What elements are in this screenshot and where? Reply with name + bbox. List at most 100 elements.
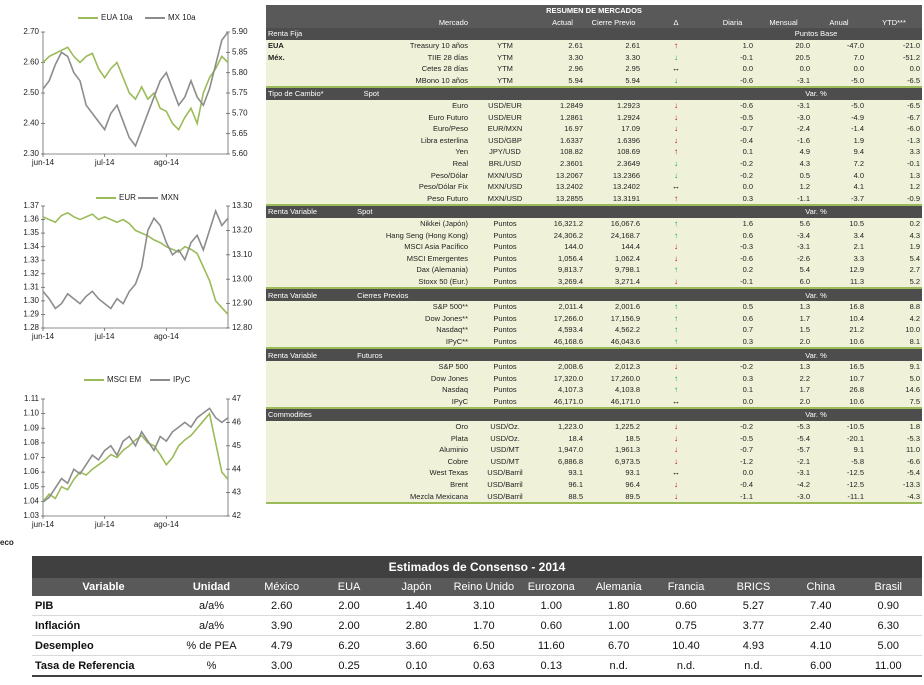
cell: Cetes 28 días	[300, 62, 470, 75]
cell: MXN/USD	[470, 180, 540, 193]
change-arrow: ↓	[642, 443, 710, 456]
legend-label: MXN	[161, 193, 179, 202]
cell: 4.1	[812, 180, 866, 193]
cell: 10.0	[866, 324, 922, 336]
consensus-row: PIB a/a% 2.60 2.00 1.40 3.10 1.00 1.80 0.60 5.27 7…	[32, 596, 922, 616]
region-blank	[266, 384, 300, 396]
cell: S&P 500**	[300, 300, 470, 313]
cell: 1.2923	[585, 99, 642, 112]
cell: 10.6	[812, 335, 866, 350]
change-arrow: ↑	[642, 39, 710, 52]
market-row: MSCI Asia Pacífico Puntos 144.0 144.4 ↓ -0.3-…	[266, 240, 922, 253]
y2-tick-label: 45	[232, 441, 241, 450]
cell: 0.1	[710, 146, 755, 158]
column-header: China	[787, 578, 855, 596]
cell: Brent	[300, 478, 470, 491]
cell: -3.7	[812, 192, 866, 207]
consensus-table: Estimados de Consenso - 2014 Variable Unid…	[32, 556, 922, 677]
cell: 3.77	[719, 615, 788, 636]
cell: Puntos	[470, 264, 540, 276]
column-header: Cierre Previo	[585, 16, 642, 29]
cell: 6,973.5	[585, 455, 642, 468]
section-unit: Var. %	[710, 205, 922, 218]
legend-label: MSCI EM	[107, 375, 142, 384]
cell: -0.1	[710, 275, 755, 290]
region-blank	[266, 420, 300, 433]
cell: 6.30	[854, 615, 922, 636]
x-tick-label: jul-14	[94, 520, 115, 529]
change-arrow: ↑	[642, 335, 710, 350]
cell: 93.1	[585, 467, 642, 479]
y-tick-label: 1.03	[23, 511, 39, 520]
cell: Yen	[300, 146, 470, 158]
cell: 13.2855	[540, 192, 585, 207]
cell: 93.1	[540, 467, 585, 479]
change-arrow: ↔	[642, 395, 710, 410]
cell: TIIE 28 días	[300, 51, 470, 63]
x-tick-label: jul-14	[94, 158, 115, 167]
cell: 2,011.4	[540, 300, 585, 313]
cell: -51.2	[866, 51, 922, 63]
cell: 20.0	[755, 39, 812, 52]
y-tick-label: 2.60	[23, 58, 39, 67]
y2-tick-label: 12.80	[232, 323, 253, 332]
section-title-cell: Commodities	[266, 408, 710, 421]
cell: 0.75	[652, 615, 720, 636]
cell: 1,961.3	[585, 443, 642, 456]
cell: Puntos	[470, 240, 540, 253]
cell: 7.2	[812, 157, 866, 170]
section-title: Renta Fija	[268, 29, 303, 39]
cell: -1.4	[812, 122, 866, 135]
section-title-cell: Renta Variable Futuros	[266, 348, 710, 361]
y2-tick-label: 13.00	[232, 274, 253, 283]
cell: 16,067.6	[585, 217, 642, 230]
cell: 6.0	[755, 275, 812, 290]
region-blank	[266, 324, 300, 336]
cell: 0.90	[854, 596, 922, 616]
column-header: EUA	[315, 578, 383, 596]
y-tick-label: 1.08	[23, 438, 39, 447]
cell: USD/Barril	[470, 490, 540, 504]
cell: 0.1	[710, 384, 755, 396]
x-tick-label: ago-14	[154, 520, 179, 529]
change-arrow: ↑	[642, 300, 710, 313]
market-row: Dow Jones Puntos 17,320.0 17,260.0 ↑ 0.3 2.2 10…	[266, 372, 922, 384]
cell: Real	[300, 157, 470, 170]
cell: 0.3	[710, 192, 755, 207]
cell: 11.0	[866, 443, 922, 456]
cell: EUR/MXN	[470, 122, 540, 135]
section-title-cell: Renta Variable Cierres Previos	[266, 288, 710, 301]
cell: 1.6	[710, 217, 755, 230]
cell: -0.4	[710, 134, 755, 147]
cell: 7.0	[812, 51, 866, 63]
y-tick-label: 1.05	[23, 482, 39, 491]
series-line	[42, 46, 229, 131]
cell: a/a%	[175, 615, 248, 636]
section-unit: Puntos Base	[710, 28, 922, 40]
section-header: Commodities Var. %	[266, 408, 922, 421]
section-title: Tipo de Cambio*	[268, 89, 324, 99]
cell: Libra esterlina	[300, 134, 470, 147]
change-arrow: ↓	[642, 420, 710, 433]
cell: 4.2	[866, 312, 922, 325]
cell: -0.1	[710, 51, 755, 63]
cell: -4.2	[755, 478, 812, 491]
cell: 9.1	[866, 360, 922, 373]
cell: -0.2	[710, 169, 755, 181]
y2-tick-label: 47	[232, 394, 241, 403]
section-title: Renta Variable	[268, 207, 318, 217]
market-row: IPyC Puntos 46,171.0 46,171.0 ↔ 0.0 2.0 10.6 7.5	[266, 395, 922, 410]
series-line	[42, 31, 229, 148]
header-row: Variable Unidad México EUA Japón Reino Unido E…	[32, 578, 922, 596]
cell: 13.2366	[585, 169, 642, 181]
cell: 12.9	[812, 264, 866, 276]
region-blank	[266, 478, 300, 491]
cell: 2.2	[755, 372, 812, 384]
section-header: Renta Variable Spot Var. %	[266, 205, 922, 218]
table-title: RESUMEN DE MERCADOS	[266, 5, 922, 17]
cell: 13.2402	[585, 180, 642, 193]
cell: -12.5	[812, 467, 866, 479]
y2-tick-label: 43	[232, 488, 241, 497]
section-title-cell: Tipo de Cambio* Spot	[266, 87, 710, 100]
cell: 2.00	[315, 596, 383, 616]
